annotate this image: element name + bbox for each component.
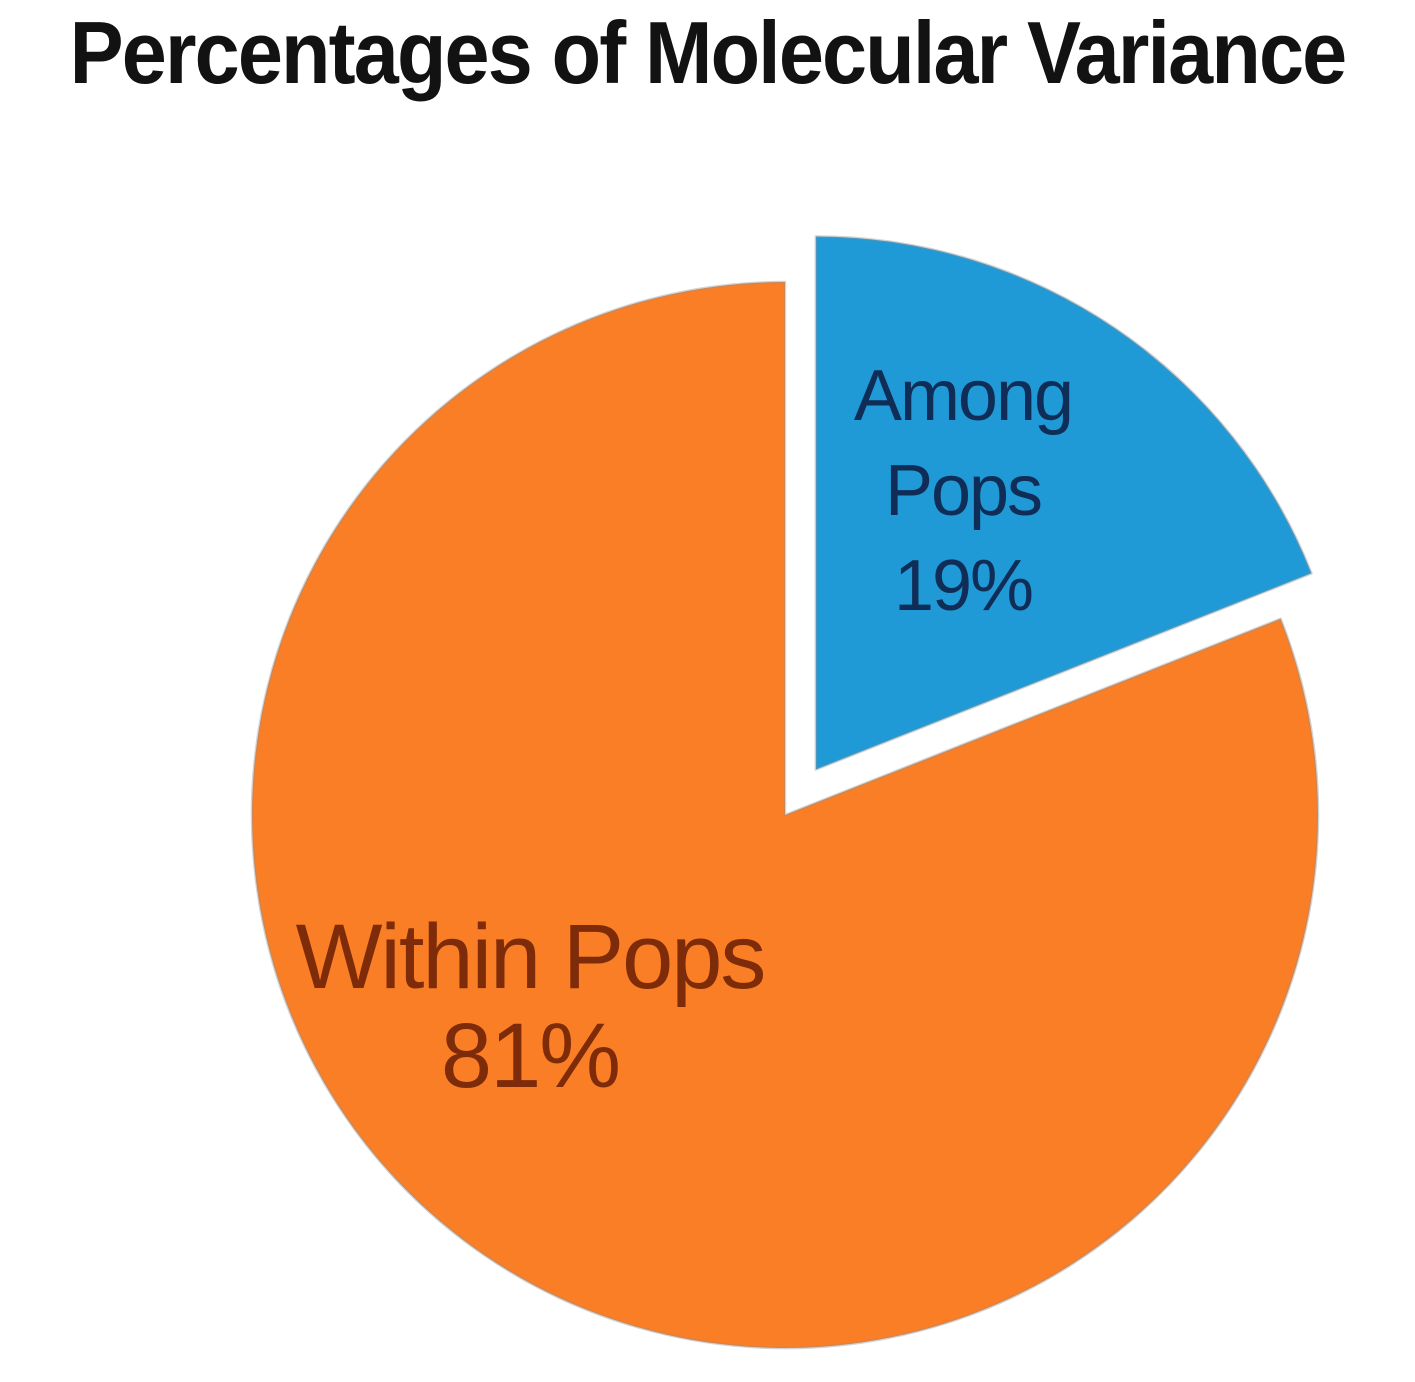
chart-title: Percentages of Molecular Variance xyxy=(69,3,1348,102)
pie-slices-group xyxy=(250,235,1320,1350)
slice-label-line: Among xyxy=(854,356,1072,436)
slice-label-line: 19% xyxy=(894,546,1032,626)
slice-label-line: Within Pops xyxy=(296,906,765,1008)
pie-slice-within-pops xyxy=(250,280,1320,1350)
pie-slice-among-pops xyxy=(814,235,1313,771)
slice-label-line: Pops xyxy=(885,451,1041,531)
slice-label-among-pops: Among Pops 19% xyxy=(854,356,1074,626)
slice-label-line: 81% xyxy=(441,1005,619,1107)
